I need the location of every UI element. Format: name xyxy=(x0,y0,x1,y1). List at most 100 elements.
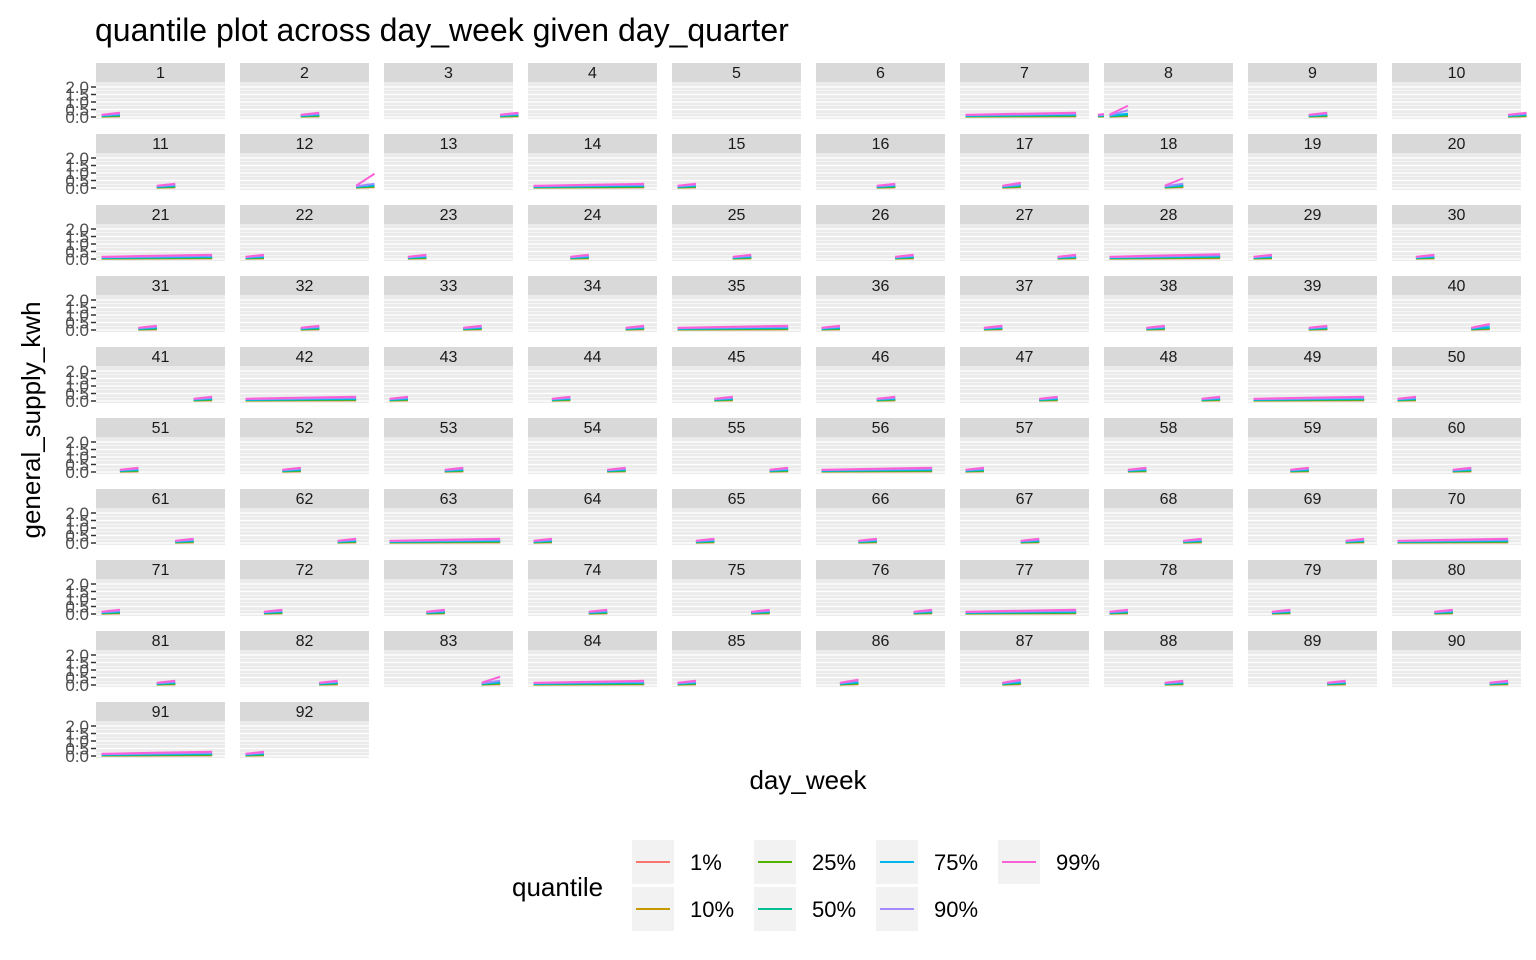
facet-panel-76: 76 xyxy=(816,560,945,616)
facet-strip xyxy=(1392,560,1521,579)
facet-panel-34: 34 xyxy=(528,276,657,332)
quantile-line-99% xyxy=(913,608,933,613)
quantile-line-99% xyxy=(714,395,733,400)
facet-strip xyxy=(528,631,657,650)
legend-entry-10%: 10% xyxy=(632,887,734,931)
facet-panel-2: 2 xyxy=(240,63,369,119)
facet-panel-38: 38 xyxy=(1104,276,1233,332)
facet-panel-20: 20 xyxy=(1392,134,1521,190)
facet-strip-label: 16 xyxy=(872,136,890,153)
facet-strip xyxy=(1248,418,1377,437)
quantile-line-99% xyxy=(499,111,519,116)
facet-strip xyxy=(960,63,1089,82)
facet-strip xyxy=(1248,347,1377,366)
facet-strip xyxy=(528,418,657,437)
quantile-line-99% xyxy=(1164,679,1184,684)
facet-strip xyxy=(672,560,801,579)
facet-panel-25: 25 xyxy=(672,205,801,261)
panel-background xyxy=(816,153,945,190)
quantile-line-99% xyxy=(282,466,301,471)
quantile-line-99% xyxy=(1271,608,1291,613)
panel-background xyxy=(96,295,225,332)
facet-strip-label: 32 xyxy=(296,278,314,295)
facet-strip-label: 39 xyxy=(1304,278,1322,295)
panel-background xyxy=(528,224,657,261)
panel-background xyxy=(960,153,1089,190)
facet-strip xyxy=(96,560,225,579)
quantile-line-99% xyxy=(355,172,376,187)
y-tick-label: 0.0 xyxy=(65,179,89,198)
y-tick-label: 0.0 xyxy=(65,676,89,695)
facet-strip-label: 2 xyxy=(300,65,309,82)
facet-strip xyxy=(672,205,801,224)
facet-strip xyxy=(384,134,513,153)
facet-strip-label: 1 xyxy=(156,65,165,82)
facet-strip-label: 46 xyxy=(872,349,890,366)
facet-strip-label: 82 xyxy=(296,633,314,650)
panel-background xyxy=(384,579,513,616)
legend-entry-90%: 90% xyxy=(876,887,978,931)
facet-panel-52: 52 xyxy=(240,418,369,474)
facet-strip xyxy=(1392,276,1521,295)
quantile-line-99% xyxy=(463,324,482,329)
facet-strip-label: 84 xyxy=(584,633,602,650)
facet-panel-24: 24 xyxy=(528,205,657,261)
facet-strip xyxy=(960,347,1089,366)
quantile-line-99% xyxy=(821,324,841,329)
quantile-line-99% xyxy=(751,608,770,613)
facet-panel-67: 67 xyxy=(960,489,1089,545)
quantile-line-99% xyxy=(300,324,320,329)
facet-strip-label: 26 xyxy=(872,207,890,224)
facet-panel-80: 80 xyxy=(1392,560,1521,616)
quantile-line-99% xyxy=(1253,395,1365,400)
facet-strip-label: 17 xyxy=(1016,136,1034,153)
facet-panel-8: 8 xyxy=(1104,63,1233,119)
quantile-line-99% xyxy=(444,466,464,471)
panel-background xyxy=(384,82,513,119)
legend-entry-50%: 50% xyxy=(754,887,856,931)
facet-strip xyxy=(1104,418,1233,437)
quantile-line-99% xyxy=(821,466,933,471)
legend-entry-1%: 1% xyxy=(632,840,722,884)
quantile-line-99% xyxy=(1020,537,1040,542)
y-tick-label: 1.0 xyxy=(65,93,89,112)
panel-background xyxy=(1248,650,1377,687)
panel-background xyxy=(816,650,945,687)
facet-strip xyxy=(384,347,513,366)
panel-background xyxy=(240,437,369,474)
facet-strip xyxy=(1104,347,1233,366)
panel-background xyxy=(1248,82,1377,119)
panel-background xyxy=(384,153,513,190)
quantile-line-99% xyxy=(245,253,265,258)
facet-strip-label: 89 xyxy=(1304,633,1322,650)
facet-strip xyxy=(96,134,225,153)
facet-strip-label: 76 xyxy=(872,562,890,579)
facet-strip-label: 37 xyxy=(1016,278,1034,295)
panel-background xyxy=(528,366,657,403)
facet-strip-label: 52 xyxy=(296,420,314,437)
facet-strip-label: 8 xyxy=(1164,65,1173,82)
y-tick-label: 1.5 xyxy=(65,370,89,389)
facet-strip xyxy=(672,418,801,437)
facet-panel-68: 68 xyxy=(1104,489,1233,545)
facet-panel-90: 90 xyxy=(1392,631,1521,687)
facet-strip xyxy=(240,489,369,508)
facet-panel-16: 16 xyxy=(816,134,945,190)
facet-strip xyxy=(96,347,225,366)
panel-background xyxy=(672,579,801,616)
facet-strip-label: 66 xyxy=(872,491,890,508)
facet-strip-label: 6 xyxy=(876,65,885,82)
quantile-line-99% xyxy=(138,324,157,329)
quantile-line-99% xyxy=(588,608,608,613)
panel-background xyxy=(240,295,369,332)
facet-strip-label: 49 xyxy=(1304,349,1322,366)
facet-strip-label: 28 xyxy=(1160,207,1178,224)
panel-background xyxy=(1392,579,1521,616)
quantile-line-99% xyxy=(695,537,715,542)
quantile-line-99% xyxy=(533,182,645,187)
panel-background xyxy=(672,508,801,545)
y-tick-label: 1.0 xyxy=(65,164,89,183)
quantile-line-99% xyxy=(1415,253,1435,258)
y-tick-label: 1.5 xyxy=(65,725,89,744)
facet-strip-label: 68 xyxy=(1160,491,1178,508)
